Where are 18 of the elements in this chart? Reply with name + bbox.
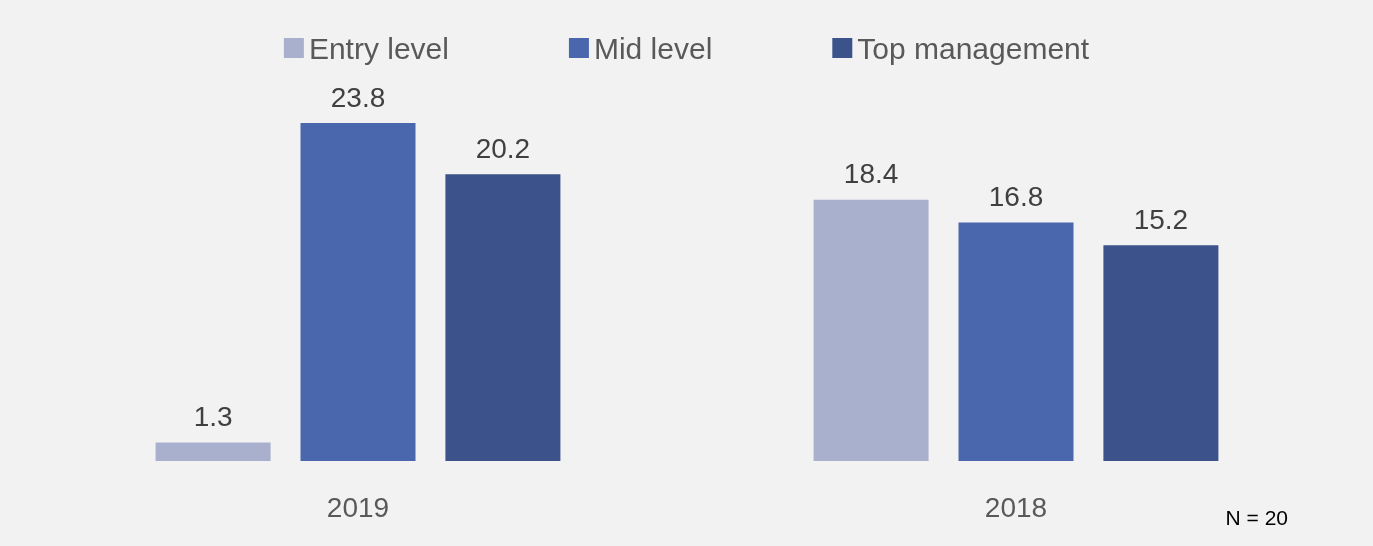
data-label: 18.4 <box>843 158 899 190</box>
x-tick-label: 2018 <box>984 491 1048 523</box>
bar <box>445 174 561 461</box>
bar <box>1103 245 1219 461</box>
bar <box>300 123 416 461</box>
legend-label: Entry level <box>308 31 449 65</box>
text: N = 20 <box>1225 506 1289 529</box>
legend-label: Top management <box>857 31 1090 65</box>
bar <box>958 222 1074 461</box>
bar <box>813 199 929 461</box>
data-label: 15.2 <box>1133 203 1189 235</box>
data-label: 20.2 <box>475 132 531 164</box>
bar <box>155 442 271 461</box>
legend-label: Mid level <box>593 31 713 65</box>
data-label: 16.8 <box>988 180 1044 212</box>
data-label: 1.3 <box>193 401 233 433</box>
x-tick-label: 2019 <box>326 491 390 523</box>
data-label: 23.8 <box>330 81 386 113</box>
